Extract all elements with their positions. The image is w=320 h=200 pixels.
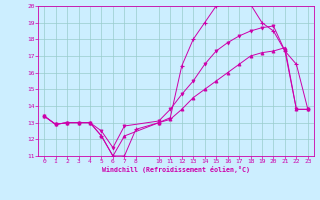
X-axis label: Windchill (Refroidissement éolien,°C): Windchill (Refroidissement éolien,°C) — [102, 166, 250, 173]
